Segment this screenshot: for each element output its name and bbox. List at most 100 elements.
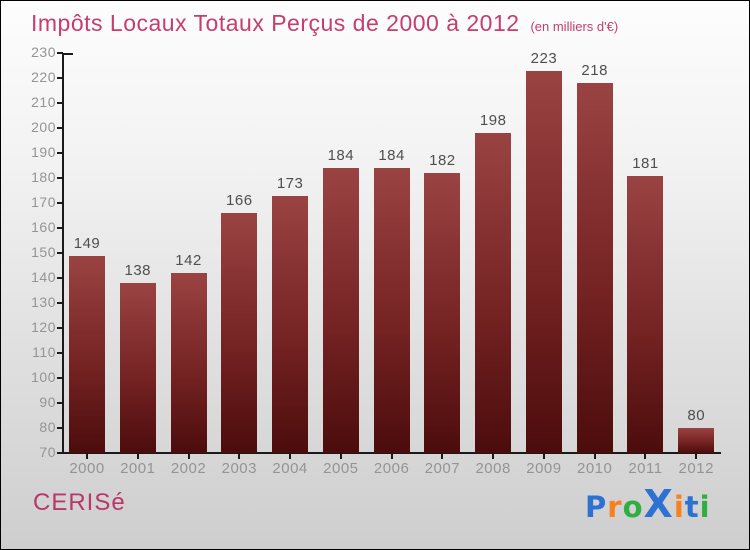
y-axis-line — [62, 53, 64, 454]
bar-2007 — [424, 173, 461, 453]
x-axis-label: 2000 — [69, 460, 105, 477]
proxiti-logo[interactable]: ProXiti — [585, 484, 711, 527]
y-axis-label: 190 — [31, 144, 56, 160]
y-axis-tick — [57, 52, 63, 54]
bar-value-label: 181 — [632, 154, 659, 172]
bar-2005 — [322, 168, 359, 453]
bar-value-label: 223 — [530, 49, 558, 67]
bar-2003 — [221, 213, 258, 453]
bar-2011 — [627, 175, 664, 453]
bar-2000 — [69, 255, 105, 453]
y-axis-label: 150 — [31, 244, 56, 260]
y-axis-label: 100 — [31, 369, 56, 385]
bar-2010 — [576, 83, 613, 453]
x-axis-label: 2005 — [323, 460, 359, 477]
brand-cerise: CERISé — [33, 489, 126, 516]
x-axis-tick — [187, 452, 190, 459]
y-axis-label: 90 — [39, 394, 56, 410]
bar-2006 — [373, 168, 410, 453]
x-axis-label: 2002 — [170, 460, 207, 477]
y-axis-tick — [57, 202, 63, 204]
y-axis-label: 180 — [31, 169, 56, 185]
x-axis-tick — [492, 452, 495, 459]
x-axis-tick — [238, 452, 241, 459]
bar-2012 — [678, 428, 715, 453]
bar-2009 — [525, 70, 562, 453]
logo-letter-r: r — [607, 490, 623, 524]
x-axis-tick — [695, 452, 698, 459]
x-axis-label: 2011 — [628, 460, 663, 477]
bar-value-label: 80 — [687, 407, 706, 424]
y-axis-label: 170 — [31, 194, 56, 210]
bar-value-label: 149 — [73, 234, 101, 252]
bar-value-label: 142 — [175, 252, 202, 269]
x-axis-label: 2010 — [577, 460, 613, 477]
logo-letter-x: X — [643, 482, 674, 526]
y-axis-tick — [57, 77, 63, 79]
x-axis-tick — [289, 452, 292, 459]
x-axis-label: 2012 — [678, 460, 714, 477]
x-axis-label: 2009 — [526, 460, 562, 477]
bar-2004 — [272, 195, 309, 453]
bar-value-label: 198 — [479, 112, 507, 129]
y-axis-label: 80 — [39, 419, 56, 435]
y-axis-label: 130 — [31, 294, 56, 310]
x-axis-tick — [86, 452, 88, 459]
logo-letter-p: P — [585, 490, 608, 524]
y-axis-label: 210 — [31, 94, 56, 110]
bar-value-label: 138 — [124, 262, 152, 279]
y-axis-tick — [57, 227, 63, 229]
x-axis-tick — [136, 452, 139, 459]
chart-subtitle: (en milliers d'€) — [530, 19, 619, 34]
x-axis-label: 2003 — [221, 460, 257, 477]
x-axis-tick — [441, 452, 444, 459]
y-axis-label: 230 — [31, 44, 56, 60]
x-axis-tick — [593, 452, 596, 459]
bar-2001 — [119, 283, 156, 453]
x-axis-tick — [542, 452, 545, 459]
y-axis-tick — [57, 352, 63, 354]
y-axis-tick — [57, 452, 63, 454]
y-axis-tick — [57, 152, 63, 154]
bar-2002 — [170, 273, 207, 453]
x-axis-tick — [339, 452, 342, 459]
logo-letter-i: i — [699, 490, 711, 524]
y-axis-tick — [57, 302, 63, 304]
x-axis-label: 2006 — [373, 460, 410, 477]
y-axis-label: 140 — [31, 269, 56, 285]
y-axis-label: 120 — [31, 319, 56, 335]
chart-title-text: Impôts Locaux Totaux Perçus de 2000 à 20… — [31, 10, 520, 36]
y-axis-label: 70 — [39, 444, 56, 460]
bar-2008 — [475, 133, 512, 453]
bar-value-label: 166 — [226, 192, 253, 209]
y-axis-label: 110 — [32, 344, 56, 360]
x-axis-tick — [390, 452, 393, 459]
logo-letter-o: o — [622, 490, 644, 524]
chart-title: Impôts Locaux Totaux Perçus de 2000 à 20… — [31, 9, 618, 41]
bar-value-label: 184 — [327, 147, 355, 164]
y-axis-tick — [57, 427, 63, 429]
logo-letter-t: t — [684, 490, 700, 524]
y-axis-tick — [57, 252, 63, 254]
x-axis-label: 2007 — [424, 460, 461, 477]
bar-value-label: 218 — [581, 62, 608, 79]
x-axis-label: 2004 — [272, 460, 308, 477]
y-axis-tick — [57, 327, 63, 329]
y-axis-label: 220 — [31, 69, 56, 85]
y-axis-label: 200 — [31, 119, 56, 135]
x-axis-label: 2008 — [475, 460, 511, 477]
x-axis-tick — [644, 452, 647, 459]
y-axis-tick — [57, 127, 63, 129]
y-axis-label: 160 — [31, 219, 56, 235]
bar-value-label: 182 — [429, 152, 456, 169]
y-axis-tick — [57, 177, 63, 179]
x-axis-label: 2001 — [120, 460, 156, 477]
bar-value-label: 184 — [378, 147, 405, 164]
y-axis-tick — [57, 377, 63, 379]
bar-value-label: 173 — [276, 174, 304, 192]
logo-letter-i: i — [673, 490, 685, 524]
y-axis-top-cap — [62, 53, 73, 55]
y-axis-tick — [57, 102, 63, 104]
